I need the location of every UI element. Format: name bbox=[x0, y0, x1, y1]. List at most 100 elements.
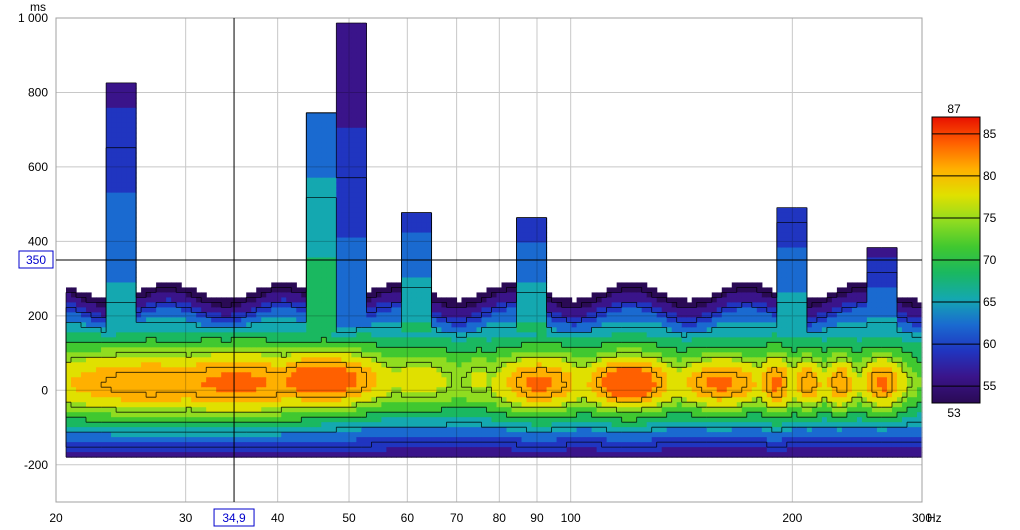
heatmap-cell bbox=[121, 162, 127, 169]
heatmap-cell bbox=[226, 372, 232, 378]
heatmap-cell bbox=[426, 377, 433, 383]
heatmap-cell bbox=[616, 347, 623, 353]
heatmap-cell bbox=[121, 117, 127, 124]
heatmap-cell bbox=[351, 352, 357, 358]
heatmap-cell bbox=[91, 302, 97, 308]
heatmap-cell bbox=[296, 392, 302, 398]
heatmap-cell bbox=[331, 287, 337, 294]
heatmap-cell bbox=[331, 177, 337, 184]
heatmap-cell bbox=[521, 287, 528, 294]
heatmap-cell bbox=[101, 437, 107, 443]
heatmap-cell bbox=[106, 117, 112, 124]
heatmap-cell bbox=[121, 307, 127, 313]
heatmap-cell bbox=[316, 427, 322, 433]
heatmap-cell bbox=[406, 452, 413, 458]
heatmap-cell bbox=[111, 422, 117, 428]
heatmap-cell bbox=[501, 392, 508, 398]
heatmap-cell bbox=[121, 132, 127, 139]
heatmap-cell bbox=[96, 322, 102, 328]
heatmap-cell bbox=[331, 342, 337, 348]
heatmap-cell bbox=[516, 447, 523, 453]
heatmap-cell bbox=[151, 362, 157, 368]
heatmap-cell bbox=[126, 302, 132, 308]
heatmap-cell bbox=[81, 347, 87, 353]
heatmap-cell bbox=[421, 347, 428, 353]
heatmap-cell bbox=[341, 357, 347, 363]
heatmap-cell bbox=[161, 422, 167, 428]
heatmap-cell bbox=[526, 407, 533, 413]
heatmap-cell bbox=[291, 352, 297, 358]
heatmap-cell bbox=[151, 447, 157, 453]
heatmap-cell bbox=[136, 402, 142, 408]
heatmap-cell bbox=[601, 372, 608, 378]
heatmap-cell bbox=[351, 212, 357, 219]
heatmap-cell bbox=[341, 417, 347, 423]
heatmap-cell bbox=[321, 357, 327, 363]
heatmap-cell bbox=[416, 402, 423, 408]
heatmap-cell bbox=[666, 307, 673, 313]
heatmap-cell bbox=[361, 202, 367, 209]
heatmap-cell bbox=[336, 222, 342, 229]
heatmap-cell bbox=[416, 212, 423, 219]
heatmap-cell bbox=[316, 142, 322, 149]
heatmap-cell bbox=[146, 287, 152, 294]
heatmap-cell bbox=[316, 417, 322, 423]
heatmap-cell bbox=[341, 372, 347, 378]
heatmap-cell bbox=[156, 292, 162, 299]
heatmap-cell bbox=[331, 232, 337, 239]
heatmap-cell bbox=[451, 337, 458, 343]
heatmap-cell bbox=[656, 392, 663, 398]
heatmap-cell bbox=[166, 442, 172, 448]
heatmap-cell bbox=[246, 427, 252, 433]
heatmap-cell bbox=[146, 362, 152, 368]
heatmap-cell bbox=[436, 367, 443, 373]
heatmap-cell bbox=[451, 317, 458, 323]
heatmap-cell bbox=[451, 377, 458, 383]
heatmap-cell bbox=[406, 247, 413, 254]
heatmap-cell bbox=[421, 412, 428, 418]
heatmap-cell bbox=[261, 317, 267, 323]
heatmap-cell bbox=[96, 367, 102, 373]
heatmap-cell bbox=[586, 397, 593, 403]
heatmap-cell bbox=[491, 337, 498, 343]
heatmap-cell bbox=[646, 452, 653, 458]
heatmap-cell bbox=[331, 397, 337, 403]
heatmap-cell bbox=[521, 427, 528, 433]
heatmap-cell bbox=[341, 202, 347, 209]
heatmap-cell bbox=[356, 427, 362, 433]
heatmap-cell bbox=[631, 282, 638, 289]
heatmap-cell bbox=[371, 402, 377, 408]
heatmap-cell bbox=[661, 352, 668, 358]
heatmap-cell bbox=[141, 357, 147, 363]
heatmap-cell bbox=[361, 282, 367, 289]
heatmap-cell bbox=[261, 417, 267, 423]
heatmap-cell bbox=[86, 432, 92, 438]
heatmap-cell bbox=[606, 417, 613, 423]
heatmap-cell bbox=[171, 317, 177, 323]
heatmap-cell bbox=[311, 372, 317, 378]
heatmap-cell bbox=[341, 382, 347, 388]
heatmap-cell bbox=[111, 452, 117, 458]
heatmap-cell bbox=[491, 357, 498, 363]
heatmap-cell bbox=[366, 367, 372, 373]
heatmap-cell bbox=[621, 447, 628, 453]
heatmap-cell bbox=[456, 442, 463, 448]
heatmap-cell bbox=[306, 287, 312, 294]
heatmap-cell bbox=[146, 342, 152, 348]
heatmap-cell bbox=[351, 87, 357, 94]
heatmap-cell bbox=[651, 292, 658, 299]
heatmap-cell bbox=[256, 412, 262, 418]
heatmap-cell bbox=[316, 382, 322, 388]
heatmap-cell bbox=[546, 442, 553, 448]
heatmap-cell bbox=[281, 382, 287, 388]
heatmap-cell bbox=[311, 392, 317, 398]
heatmap-cell bbox=[186, 292, 192, 299]
heatmap-cell bbox=[336, 182, 342, 189]
heatmap-cell bbox=[126, 232, 132, 239]
heatmap-cell bbox=[426, 247, 433, 254]
heatmap-cell bbox=[116, 177, 122, 184]
heatmap-cell bbox=[216, 437, 222, 443]
heatmap-cell bbox=[596, 302, 603, 308]
heatmap-cell bbox=[526, 282, 533, 289]
heatmap-cell bbox=[116, 97, 122, 104]
